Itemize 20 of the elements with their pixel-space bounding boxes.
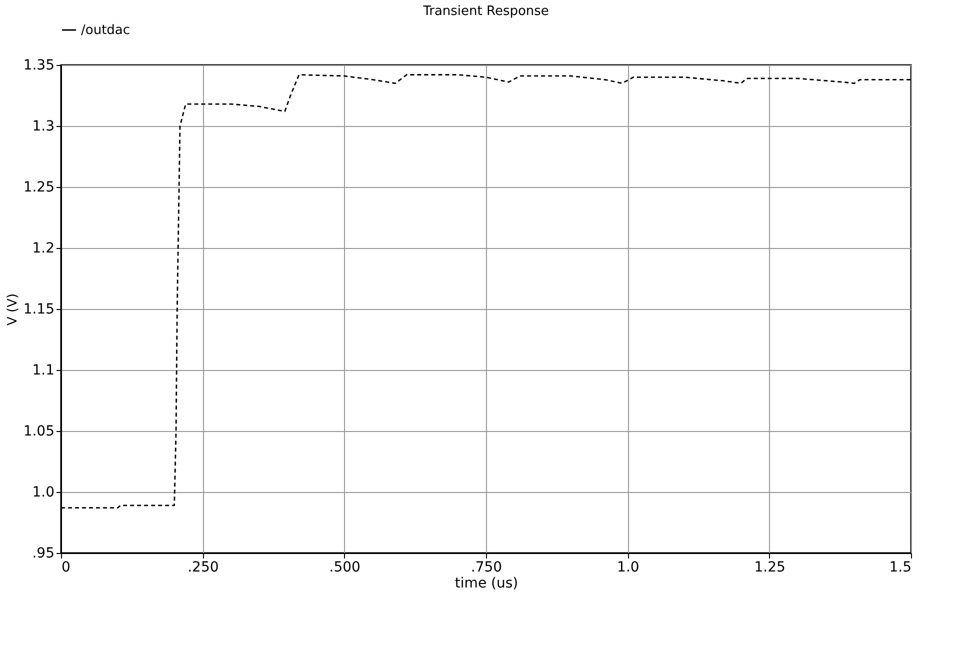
- y-tick-label: 1.25: [23, 180, 54, 196]
- y-tick-label: 1.2: [32, 240, 54, 256]
- x-tick-label: 1.0: [617, 560, 640, 576]
- y-axis-title: V (V): [5, 293, 20, 326]
- x-tick-label: 1.5: [889, 560, 912, 576]
- y-tick-label: 1.3: [32, 118, 54, 134]
- x-tick-label: 0: [62, 560, 70, 576]
- x-tick-label: .750: [470, 560, 502, 576]
- x-tick-label: .250: [188, 560, 219, 576]
- y-tick-label: 1.35: [23, 58, 54, 74]
- x-axis-title: time (us): [454, 576, 518, 592]
- y-tick-label: 1.15: [23, 302, 54, 318]
- x-tick-label: 1.25: [754, 560, 786, 576]
- y-tick-label: 1.05: [23, 424, 54, 440]
- y-tick-label: 1.1: [32, 362, 54, 378]
- y-tick-label: .95: [32, 546, 54, 562]
- legend-label: /outdac: [81, 23, 130, 38]
- x-tick-label: .500: [329, 560, 360, 576]
- y-tick-label: 1.0: [32, 484, 54, 500]
- chart-title: Transient Response: [422, 4, 549, 19]
